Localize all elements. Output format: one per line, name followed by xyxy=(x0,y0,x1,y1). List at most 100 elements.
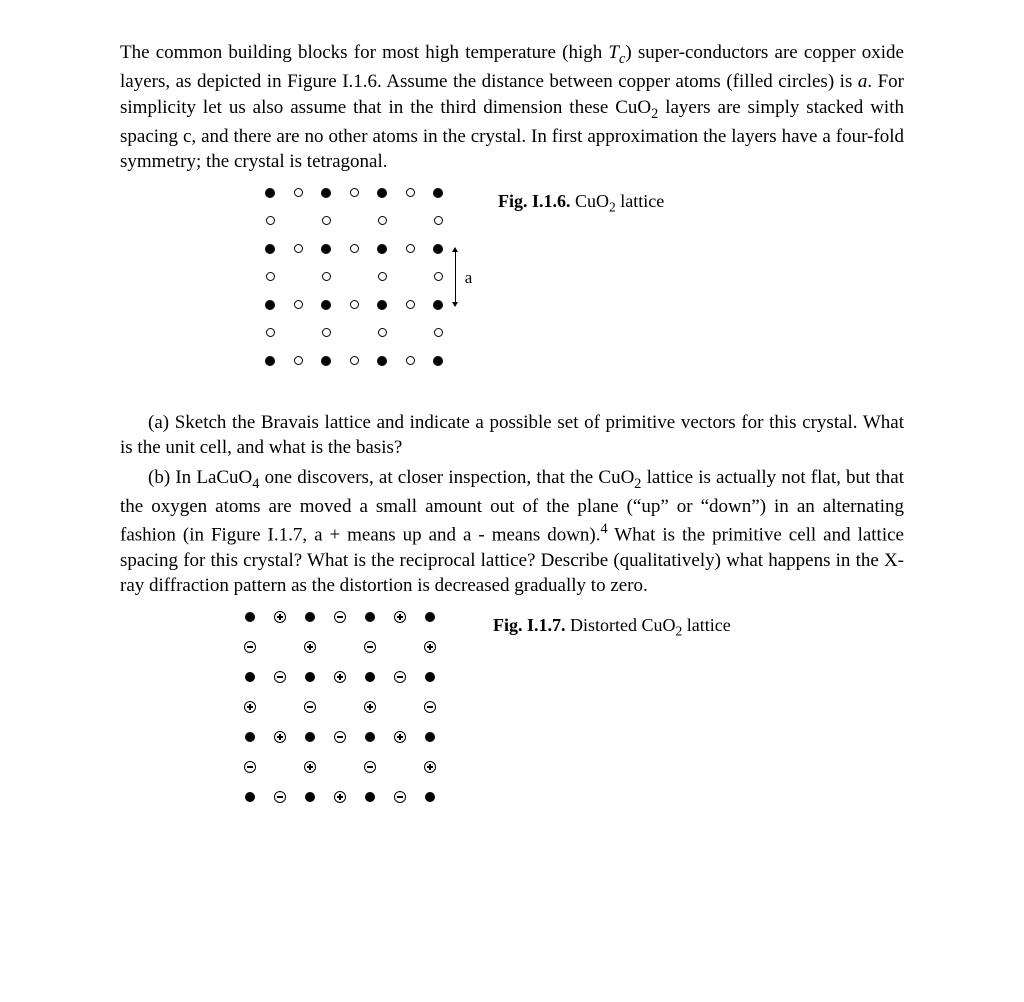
copper-atom-icon xyxy=(377,188,387,198)
copper-atom-icon xyxy=(365,612,375,622)
oxygen-atom-icon xyxy=(378,216,387,225)
figure-1-wrap: a Fig. I.1.6. CuO2 lattice xyxy=(120,193,904,378)
text: one discovers, at closer inspection, tha… xyxy=(259,467,634,488)
oxygen-up-icon xyxy=(334,671,346,683)
oxygen-up-icon xyxy=(424,761,436,773)
oxygen-up-icon xyxy=(304,641,316,653)
copper-atom-icon xyxy=(433,300,443,310)
text: CuO xyxy=(571,191,610,211)
copper-atom-icon xyxy=(425,732,435,742)
oxygen-atom-icon xyxy=(378,272,387,281)
lattice-cuo2: a xyxy=(120,193,480,378)
copper-atom-icon xyxy=(365,732,375,742)
oxygen-up-icon xyxy=(244,701,256,713)
copper-atom-icon xyxy=(265,188,275,198)
figure-2-label: Fig. I.1.7. xyxy=(493,615,566,635)
oxygen-up-icon xyxy=(274,731,286,743)
oxygen-atom-icon xyxy=(406,356,415,365)
oxygen-down-icon xyxy=(364,761,376,773)
copper-atom-icon xyxy=(245,612,255,622)
oxygen-atom-icon xyxy=(434,216,443,225)
copper-atom-icon xyxy=(425,672,435,682)
copper-atom-icon xyxy=(425,792,435,802)
copper-atom-icon xyxy=(245,732,255,742)
copper-atom-icon xyxy=(433,356,443,366)
copper-atom-icon xyxy=(433,244,443,254)
page: The common building blocks for most high… xyxy=(0,0,1024,887)
copper-atom-icon xyxy=(377,244,387,254)
copper-atom-icon xyxy=(305,672,315,682)
oxygen-up-icon xyxy=(274,611,286,623)
oxygen-atom-icon xyxy=(350,356,359,365)
oxygen-down-icon xyxy=(334,611,346,623)
oxygen-down-icon xyxy=(424,701,436,713)
oxygen-atom-icon xyxy=(266,216,275,225)
oxygen-atom-icon xyxy=(350,244,359,253)
lattice-distorted-cuo2 xyxy=(120,617,475,815)
oxygen-down-icon xyxy=(274,671,286,683)
oxygen-atom-icon xyxy=(266,272,275,281)
oxygen-atom-icon xyxy=(294,244,303,253)
oxygen-up-icon xyxy=(304,761,316,773)
arrow-head-up-icon xyxy=(452,247,458,252)
arrow-head-down-icon xyxy=(452,302,458,307)
text: (b) In LaCuO xyxy=(148,467,252,488)
oxygen-atom-icon xyxy=(350,300,359,309)
oxygen-up-icon xyxy=(424,641,436,653)
oxygen-atom-icon xyxy=(378,328,387,337)
oxygen-atom-icon xyxy=(406,244,415,253)
oxygen-up-icon xyxy=(394,611,406,623)
a-symbol: a xyxy=(858,71,868,92)
copper-atom-icon xyxy=(265,356,275,366)
oxygen-down-icon xyxy=(304,701,316,713)
oxygen-up-icon xyxy=(394,731,406,743)
oxygen-atom-icon xyxy=(434,272,443,281)
text: Distorted CuO xyxy=(566,615,676,635)
copper-atom-icon xyxy=(245,672,255,682)
copper-atom-icon xyxy=(321,356,331,366)
oxygen-down-icon xyxy=(394,791,406,803)
copper-atom-icon xyxy=(377,300,387,310)
text: lattice xyxy=(682,615,730,635)
oxygen-up-icon xyxy=(334,791,346,803)
oxygen-atom-icon xyxy=(406,188,415,197)
text: The common building blocks for most high… xyxy=(120,42,608,63)
copper-atom-icon xyxy=(321,188,331,198)
oxygen-atom-icon xyxy=(322,272,331,281)
oxygen-atom-icon xyxy=(322,328,331,337)
oxygen-down-icon xyxy=(274,791,286,803)
copper-atom-icon xyxy=(377,356,387,366)
oxygen-down-icon xyxy=(334,731,346,743)
tc-symbol: Tc xyxy=(608,42,625,63)
text: lattice xyxy=(616,191,664,211)
copper-atom-icon xyxy=(305,732,315,742)
copper-atom-icon xyxy=(305,792,315,802)
figure-1-caption: Fig. I.1.6. CuO2 lattice xyxy=(498,191,664,216)
oxygen-down-icon xyxy=(244,761,256,773)
intro-paragraph: The common building blocks for most high… xyxy=(120,40,904,175)
copper-atom-icon xyxy=(245,792,255,802)
spacing-arrow xyxy=(455,252,456,302)
copper-atom-icon xyxy=(365,792,375,802)
figure-2-caption: Fig. I.1.7. Distorted CuO2 lattice xyxy=(493,615,731,640)
copper-atom-icon xyxy=(305,612,315,622)
spacing-label: a xyxy=(465,268,473,288)
copper-atom-icon xyxy=(265,244,275,254)
oxygen-atom-icon xyxy=(322,216,331,225)
oxygen-atom-icon xyxy=(294,188,303,197)
figure-2-wrap: Fig. I.1.7. Distorted CuO2 lattice xyxy=(120,617,904,815)
question-a: (a) Sketch the Bravais lattice and indic… xyxy=(120,410,904,461)
oxygen-atom-icon xyxy=(266,328,275,337)
oxygen-up-icon xyxy=(364,701,376,713)
oxygen-atom-icon xyxy=(294,356,303,365)
copper-atom-icon xyxy=(321,244,331,254)
oxygen-atom-icon xyxy=(434,328,443,337)
oxygen-atom-icon xyxy=(406,300,415,309)
figure-1-label: Fig. I.1.6. xyxy=(498,191,571,211)
oxygen-down-icon xyxy=(244,641,256,653)
copper-atom-icon xyxy=(433,188,443,198)
copper-atom-icon xyxy=(425,612,435,622)
question-b: (b) In LaCuO4 one discovers, at closer i… xyxy=(120,465,904,599)
oxygen-atom-icon xyxy=(350,188,359,197)
copper-atom-icon xyxy=(265,300,275,310)
